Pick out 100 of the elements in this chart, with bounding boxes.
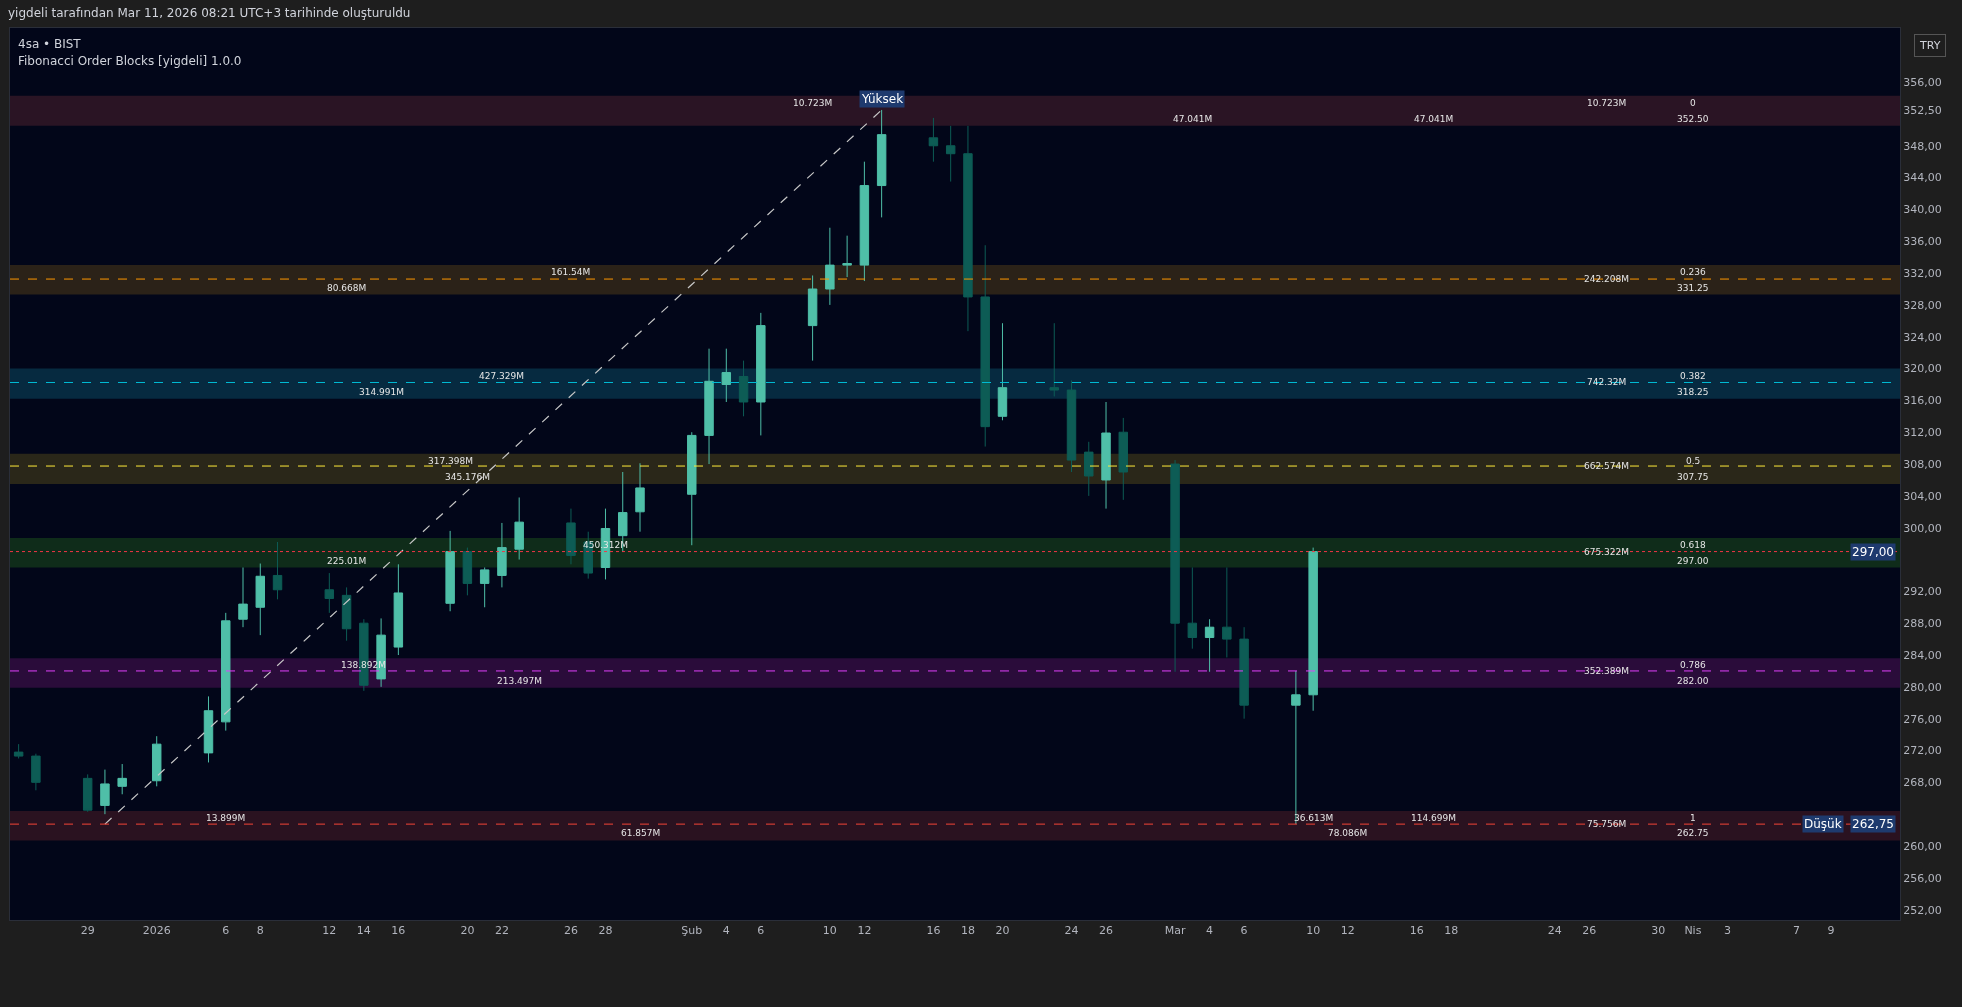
x-tick-label: 10 bbox=[1306, 924, 1321, 938]
annotation: 161.54M bbox=[551, 267, 591, 277]
annotation: 114.699M bbox=[1411, 813, 1456, 823]
annotation: 345.176M bbox=[445, 472, 490, 482]
candlestick bbox=[100, 769, 110, 815]
candlestick bbox=[704, 348, 714, 465]
x-tick-label: 12 bbox=[322, 924, 337, 938]
y-tick-label: 256,00 bbox=[1903, 871, 1942, 885]
y-tick-label: 340,00 bbox=[1903, 203, 1942, 217]
x-tick-label: 18 bbox=[1444, 924, 1459, 938]
y-tick-label: 252,00 bbox=[1903, 903, 1942, 917]
x-tick-label: 12 bbox=[857, 924, 872, 938]
x-tick-label: 2026 bbox=[142, 924, 171, 938]
candlestick bbox=[876, 109, 887, 218]
annotation: 675.322M bbox=[1584, 547, 1629, 557]
y-tick-label: 280,00 bbox=[1903, 680, 1942, 694]
candlestick bbox=[980, 244, 990, 448]
annotation: 0.382 bbox=[1680, 371, 1706, 381]
candlestick bbox=[1170, 459, 1180, 673]
annotation: 10.723M bbox=[793, 98, 833, 108]
annotation: 307.75 bbox=[1677, 472, 1709, 482]
x-tick-label: 16 bbox=[391, 924, 406, 938]
y-tick-label: 304,00 bbox=[1903, 489, 1942, 503]
x-tick-label: 3 bbox=[1723, 924, 1731, 938]
annotation: 262.75 bbox=[1677, 828, 1709, 838]
candlestick bbox=[928, 117, 939, 163]
candlestick bbox=[687, 431, 697, 546]
annotation: 0.5 bbox=[1686, 456, 1701, 466]
candlestick bbox=[324, 572, 335, 614]
candlestick bbox=[1204, 618, 1215, 673]
annotation: Fibonacci Order Blocks [yigdeli] 1.0.0 bbox=[18, 54, 242, 68]
candlestick bbox=[255, 563, 265, 636]
x-tick-label: 9 bbox=[1827, 924, 1835, 938]
candlestick bbox=[479, 567, 490, 608]
annotation: 331.25 bbox=[1677, 283, 1709, 293]
y-tick-label: 260,00 bbox=[1903, 839, 1942, 853]
x-tick-label: 24 bbox=[1547, 924, 1562, 938]
x-tick-label: 20 bbox=[995, 924, 1010, 938]
x-tick-label: 26 bbox=[1582, 924, 1597, 938]
candlestick bbox=[272, 541, 283, 600]
annotation: 10.723M bbox=[1587, 98, 1627, 108]
candlestick bbox=[1187, 567, 1198, 650]
candlestick bbox=[842, 235, 852, 278]
annotation: 13.899M bbox=[206, 813, 246, 823]
annotation: 47.041M bbox=[1414, 114, 1454, 124]
candlestick bbox=[445, 530, 455, 612]
y-tick-label: 316,00 bbox=[1903, 394, 1942, 408]
candlestick bbox=[13, 743, 24, 759]
y-tick-label: 324,00 bbox=[1903, 330, 1942, 344]
x-tick-label: 26 bbox=[563, 924, 578, 938]
annotation: 75.756M bbox=[1587, 819, 1627, 829]
annotation: 427.329M bbox=[479, 371, 524, 381]
candlestick bbox=[341, 586, 352, 642]
x-tick-label: 12 bbox=[1340, 924, 1355, 938]
y-tick-label: 344,00 bbox=[1903, 171, 1942, 185]
candlestick bbox=[1101, 401, 1111, 510]
annotation: 242.208M bbox=[1584, 274, 1629, 284]
annotation: 318.25 bbox=[1677, 387, 1709, 397]
candlestick bbox=[859, 161, 870, 282]
chart-title: yigdeli tarafından Mar 11, 2026 08:21 UTC+3 tarihinde oluşturuldu bbox=[8, 6, 411, 20]
y-tick-label: 276,00 bbox=[1903, 712, 1942, 726]
candlestick bbox=[945, 125, 956, 183]
x-tick-label: 10 bbox=[822, 924, 837, 938]
x-tick-label: 16 bbox=[926, 924, 941, 938]
y-axis-title: TRY bbox=[1919, 39, 1941, 52]
candlestick bbox=[1066, 380, 1077, 473]
candlestick bbox=[963, 125, 973, 332]
annotation: 352.50 bbox=[1677, 114, 1709, 124]
y-tick-label: 284,00 bbox=[1903, 648, 1942, 662]
annotation: 297.00 bbox=[1677, 556, 1709, 566]
y-tick-label: 312,00 bbox=[1903, 426, 1942, 440]
candlestick bbox=[1118, 417, 1129, 501]
annotation: 47.041M bbox=[1173, 114, 1213, 124]
y-tick-label: 328,00 bbox=[1903, 298, 1942, 312]
x-tick-label: 6 bbox=[757, 924, 765, 938]
candlestick bbox=[1308, 547, 1318, 712]
x-tick-label: 8 bbox=[256, 924, 264, 938]
annotation: 262,75 bbox=[1852, 817, 1894, 831]
candlestick bbox=[203, 695, 214, 763]
x-tick-label: 16 bbox=[1409, 924, 1424, 938]
y-tick-label: 320,00 bbox=[1903, 362, 1942, 376]
candlestick bbox=[566, 508, 576, 565]
candlestick bbox=[82, 773, 93, 813]
annotation: 0.236 bbox=[1680, 267, 1707, 277]
candlestick bbox=[117, 763, 127, 795]
annotation: 662.574M bbox=[1584, 461, 1629, 471]
y-tick-label: 352,50 bbox=[1903, 103, 1942, 117]
candlestick bbox=[807, 274, 818, 362]
x-tick-label: Mar bbox=[1164, 924, 1186, 938]
y-tick-label: 288,00 bbox=[1903, 617, 1942, 631]
candlestick bbox=[238, 567, 248, 628]
x-tick-label: 4 bbox=[1206, 924, 1214, 938]
x-tick-label: Nis bbox=[1684, 924, 1702, 938]
x-tick-label: 29 bbox=[80, 924, 95, 938]
x-tick-label: 4 bbox=[722, 924, 730, 938]
y-tick-label: 332,00 bbox=[1903, 266, 1942, 280]
candlestick bbox=[393, 563, 404, 656]
x-tick-label: 30 bbox=[1651, 924, 1666, 938]
x-tick-label: 14 bbox=[356, 924, 371, 938]
annotation: 317.398M bbox=[428, 456, 473, 466]
